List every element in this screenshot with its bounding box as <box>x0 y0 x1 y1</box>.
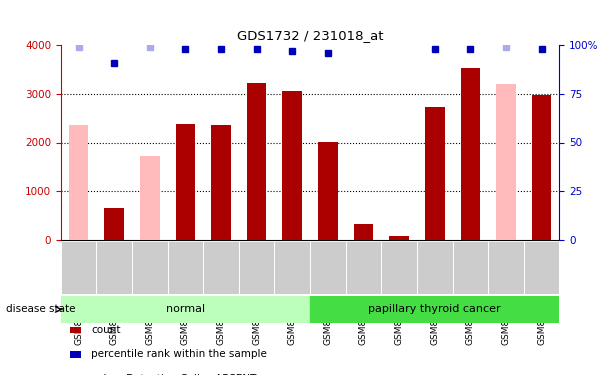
Bar <box>310 296 559 322</box>
Bar <box>496 84 516 240</box>
Bar <box>318 141 337 240</box>
Text: value, Detection Call = ABSENT: value, Detection Call = ABSENT <box>91 374 257 375</box>
Bar <box>532 95 551 240</box>
Text: count: count <box>91 325 121 335</box>
Bar <box>354 224 373 240</box>
Bar <box>176 124 195 240</box>
Bar <box>211 125 231 240</box>
Text: normal: normal <box>166 304 205 314</box>
Bar <box>283 92 302 240</box>
Bar <box>460 68 480 240</box>
Text: papillary thyroid cancer: papillary thyroid cancer <box>368 304 501 314</box>
Bar <box>247 82 266 240</box>
Title: GDS1732 / 231018_at: GDS1732 / 231018_at <box>237 30 383 42</box>
Bar <box>69 125 88 240</box>
Text: percentile rank within the sample: percentile rank within the sample <box>91 350 267 359</box>
Text: disease state: disease state <box>6 304 75 314</box>
Bar <box>140 156 160 240</box>
Bar <box>105 209 124 240</box>
Bar <box>389 236 409 240</box>
Bar <box>425 107 444 240</box>
Bar <box>61 296 310 322</box>
